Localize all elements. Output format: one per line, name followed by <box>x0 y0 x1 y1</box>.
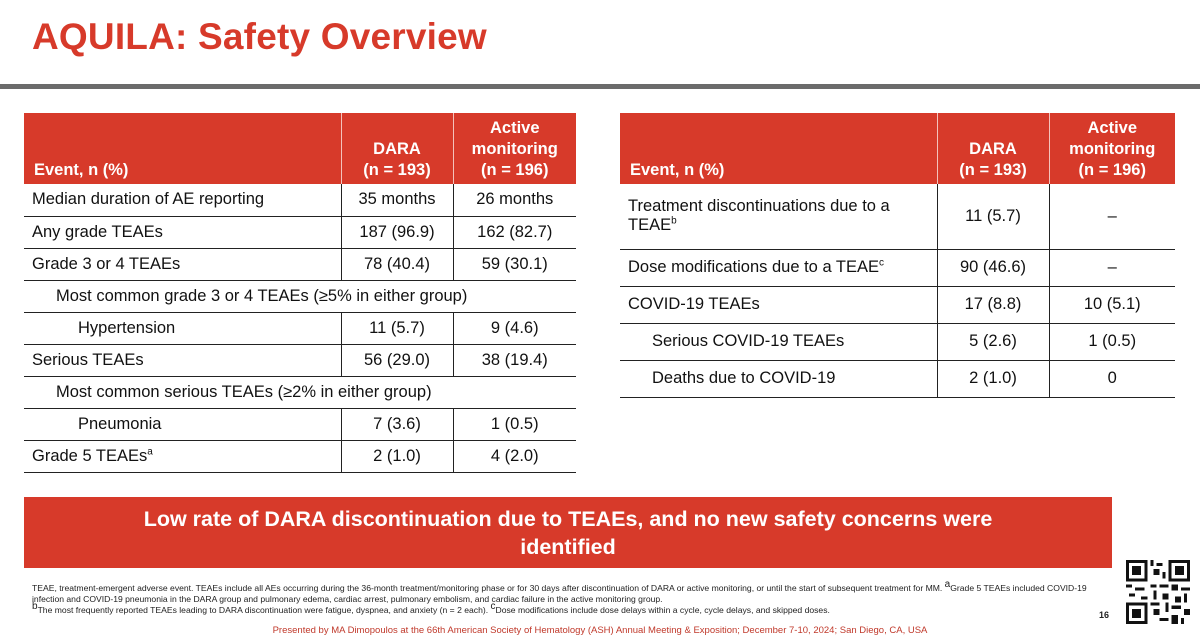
cell-active-monitoring: 162 (82.7) <box>452 216 576 249</box>
cell-active-monitoring: 1 (0.5) <box>1048 323 1175 361</box>
header-dara: DARA (n = 193) <box>340 113 453 184</box>
cell-dara: 2 (1.0) <box>936 360 1049 398</box>
row-label: Median duration of AE reporting <box>24 184 341 217</box>
row-label: Most common grade 3 or 4 TEAEs (≥5% in e… <box>24 280 576 313</box>
row-label: Any grade TEAEs <box>24 216 341 249</box>
row-label: Grade 5 TEAEsa <box>24 440 341 473</box>
table-row: Serious COVID-19 TEAEs 5 (2.6) 1 (0.5) <box>620 323 1175 361</box>
cell-active-monitoring: 1 (0.5) <box>452 408 576 441</box>
table-body: Treatment discontinuations due to a TEAE… <box>620 184 1175 398</box>
cell-dara: 90 (46.6) <box>936 249 1049 287</box>
header-active-monitoring: Active monitoring (n = 196) <box>452 113 576 184</box>
row-label: Grade 3 or 4 TEAEs <box>24 248 341 281</box>
table-row: Most common serious TEAEs (≥2% in either… <box>24 376 576 409</box>
header-event: Event, n (%) <box>24 113 341 184</box>
cell-active-monitoring: 9 (4.6) <box>452 312 576 345</box>
row-label: COVID-19 TEAEs <box>620 286 937 324</box>
cell-dara: 78 (40.4) <box>340 248 453 281</box>
table-body: Median duration of AE reporting 35 months… <box>24 184 576 473</box>
table-row: Median duration of AE reporting 35 months… <box>24 184 576 217</box>
cell-active-monitoring: 59 (30.1) <box>452 248 576 281</box>
cell-dara: 17 (8.8) <box>936 286 1049 324</box>
cell-dara: 2 (1.0) <box>340 440 453 473</box>
header-dara: DARA (n = 193) <box>936 113 1049 184</box>
table-row: Deaths due to COVID-19 2 (1.0) 0 <box>620 360 1175 398</box>
table-header-row: Event, n (%) DARA (n = 193) Active monitor… <box>24 113 576 184</box>
cell-active-monitoring: 38 (19.4) <box>452 344 576 377</box>
table-row: Grade 5 TEAEsa 2 (1.0) 4 (2.0) <box>24 440 576 473</box>
row-label: Deaths due to COVID-19 <box>620 360 937 398</box>
table-row: Pneumonia 7 (3.6) 1 (0.5) <box>24 408 576 441</box>
table-row: Treatment discontinuations due to a TEAE… <box>620 184 1175 250</box>
cell-dara: 7 (3.6) <box>340 408 453 441</box>
presenter-credit: Presented by MA Dimopoulos at the 66th A… <box>272 625 928 636</box>
row-label: Treatment discontinuations due to a TEAE… <box>620 184 937 250</box>
header-event: Event, n (%) <box>620 113 937 184</box>
table-row: Most common grade 3 or 4 TEAEs (≥5% in e… <box>24 280 576 313</box>
title-divider <box>0 84 1200 89</box>
cell-dara: 56 (29.0) <box>340 344 453 377</box>
row-label: Serious TEAEs <box>24 344 341 377</box>
cell-active-monitoring: 4 (2.0) <box>452 440 576 473</box>
qr-code-icon <box>1126 560 1190 624</box>
table-row: Serious TEAEs 56 (29.0) 38 (19.4) <box>24 344 576 377</box>
footnote-2: bThe most frequently reported TEAEs lead… <box>32 601 830 615</box>
cell-dara: 11 (5.7) <box>340 312 453 345</box>
banner-text: Low rate of DARA discontinuation due to … <box>143 506 993 559</box>
footnote-1: TEAE, treatment-emergent adverse event. … <box>32 579 1087 604</box>
row-label: Serious COVID-19 TEAEs <box>620 323 937 361</box>
cell-dara: 11 (5.7) <box>936 184 1049 250</box>
table-row: Grade 3 or 4 TEAEs 78 (40.4) 59 (30.1) <box>24 248 576 281</box>
page-number: 16 <box>1099 610 1110 620</box>
cell-active-monitoring: – <box>1048 249 1175 287</box>
table-row: Hypertension 11 (5.7) 9 (4.6) <box>24 312 576 345</box>
slide-title: AQUILA: Safety Overview <box>32 16 487 57</box>
safety-table-right: Event, n (%) DARA (n = 193) Active monitor… <box>620 113 1175 398</box>
cell-dara: 5 (2.6) <box>936 323 1049 361</box>
row-label: Hypertension <box>24 312 341 345</box>
cell-active-monitoring: 0 <box>1048 360 1175 398</box>
table-header-row: Event, n (%) DARA (n = 193) Active monitor… <box>620 113 1175 184</box>
row-label: Pneumonia <box>24 408 341 441</box>
table-row: Any grade TEAEs 187 (96.9) 162 (82.7) <box>24 216 576 249</box>
row-label: Most common serious TEAEs (≥2% in either… <box>24 376 576 409</box>
row-label: Dose modifications due to a TEAEc <box>620 249 937 287</box>
key-finding-banner: Low rate of DARA discontinuation due to … <box>24 497 1112 568</box>
cell-active-monitoring: – <box>1048 184 1175 250</box>
table-row: Dose modifications due to a TEAEc 90 (46.… <box>620 249 1175 287</box>
footnotes: TEAE, treatment-emergent adverse event. … <box>32 579 1107 616</box>
cell-active-monitoring: 10 (5.1) <box>1048 286 1175 324</box>
table-row: COVID-19 TEAEs 17 (8.8) 10 (5.1) <box>620 286 1175 324</box>
cell-active-monitoring: 26 months <box>452 184 576 217</box>
safety-table-left: Event, n (%) DARA (n = 193) Active monitor… <box>24 113 576 473</box>
header-active-monitoring: Active monitoring (n = 196) <box>1048 113 1175 184</box>
cell-dara: 35 months <box>340 184 453 217</box>
cell-dara: 187 (96.9) <box>340 216 453 249</box>
